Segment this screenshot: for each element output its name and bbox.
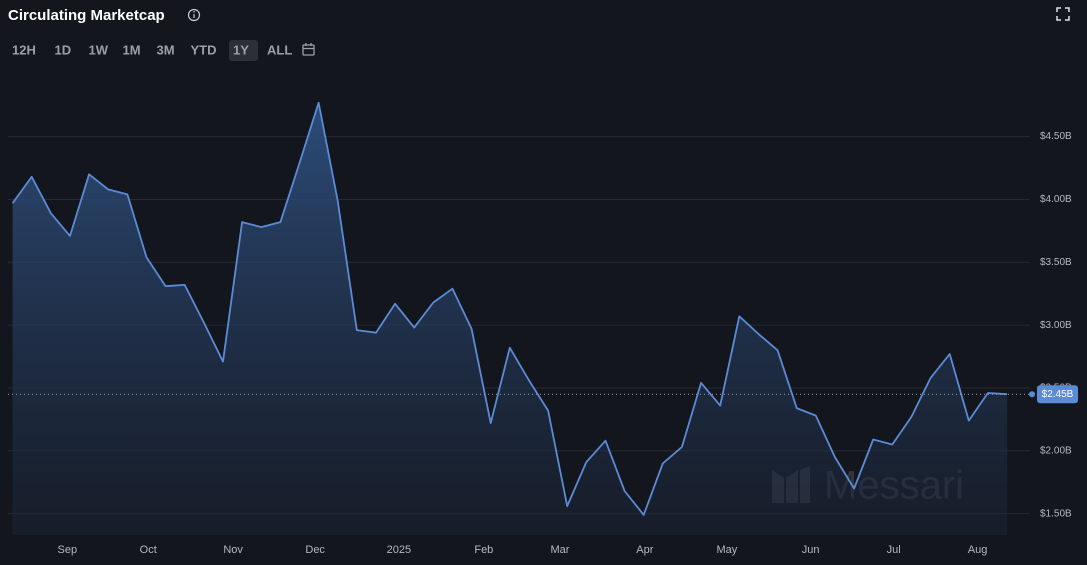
x-tick-label: 2025: [387, 544, 411, 556]
range-button[interactable]: 1W: [89, 42, 109, 57]
plot: $1.50B$2.00B$2.50B$3.00B$3.50B$4.00B$4.5…: [8, 101, 1078, 556]
active-range-bg: [229, 40, 258, 61]
y-tick-label: $4.00B: [1040, 194, 1072, 205]
y-tick-label: $2.00B: [1040, 445, 1072, 456]
last-value-badge: [1037, 385, 1078, 404]
x-tick-label: Feb: [474, 544, 493, 556]
x-tick-label: Sep: [58, 544, 78, 556]
range-button[interactable]: YTD: [191, 42, 217, 57]
x-tick-label: Nov: [223, 544, 243, 556]
info-icon[interactable]: [187, 8, 201, 22]
range-button[interactable]: 1M: [123, 42, 141, 57]
range-button[interactable]: 12H: [12, 42, 36, 57]
x-tick-label: Dec: [305, 544, 325, 556]
calendar-icon[interactable]: [302, 43, 315, 56]
x-tick-label: Jul: [887, 544, 901, 556]
range-buttons: 12H 1D 1W 1M 3M YTD 1Y ALL: [12, 40, 292, 61]
x-tick-label: Aug: [968, 544, 988, 556]
range-button[interactable]: 3M: [157, 42, 175, 57]
x-tick-label: May: [716, 544, 737, 556]
y-tick-label: $4.50B: [1040, 131, 1072, 142]
x-tick-label: Oct: [140, 544, 157, 556]
range-button[interactable]: ALL: [267, 42, 292, 57]
x-tick-label: Apr: [636, 544, 653, 556]
x-tick-label: Jun: [802, 544, 820, 556]
last-value-label: $2.45B: [1042, 389, 1074, 400]
y-tick-label: $3.50B: [1040, 257, 1072, 268]
range-button[interactable]: 1D: [55, 42, 72, 57]
area: [12, 102, 1008, 535]
line: [11, 101, 1008, 516]
fullscreen-icon[interactable]: [1056, 7, 1070, 21]
x-tick-label: Mar: [550, 544, 569, 556]
chart-title: Circulating Marketcap: [8, 7, 165, 24]
range-button[interactable]: 1Y: [233, 42, 249, 57]
y-tick-label: $1.50B: [1040, 508, 1072, 519]
last-value-dot: [1029, 391, 1035, 398]
y-tick-label: $3.00B: [1040, 320, 1072, 331]
